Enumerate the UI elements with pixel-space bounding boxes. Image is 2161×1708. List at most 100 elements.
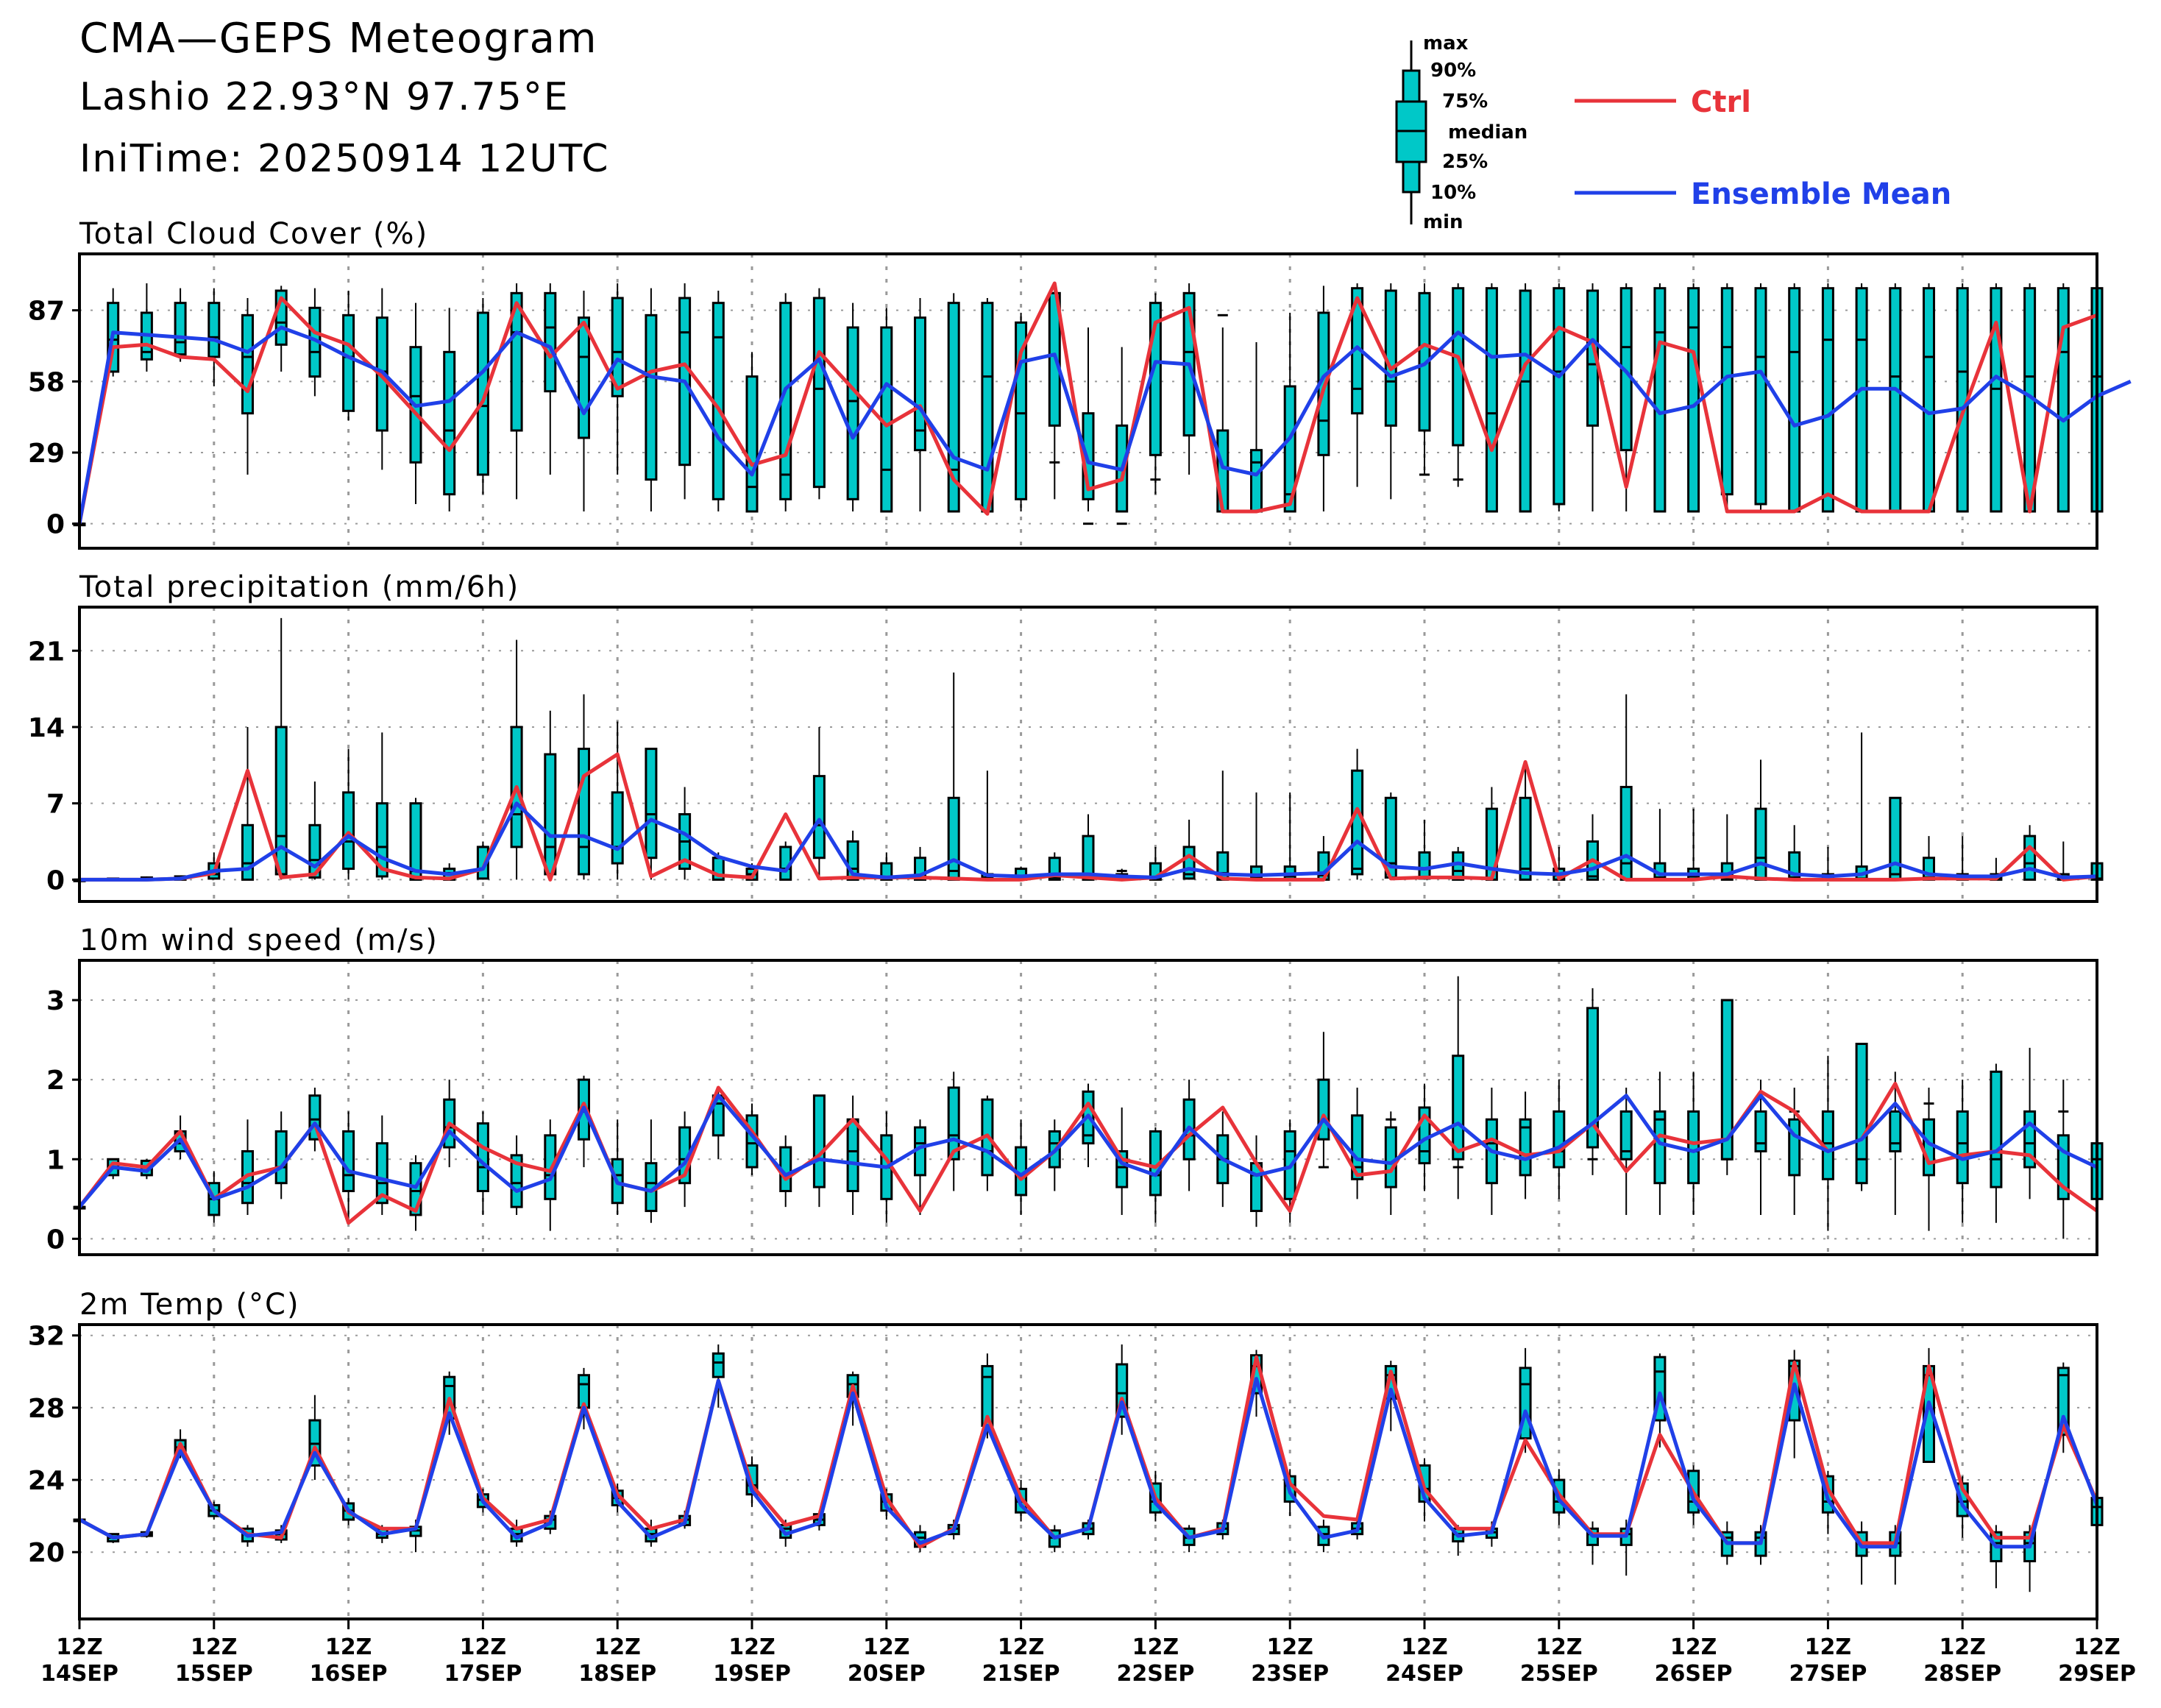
x-date-label: 22SEP: [1116, 1661, 1194, 1687]
box-plot: [409, 798, 422, 881]
ctrl-line: [77, 281, 2098, 525]
box-plot: [241, 1119, 254, 1215]
iqr-box: [1754, 287, 1767, 506]
box-plot: [174, 288, 187, 362]
box-plot: [1788, 283, 1801, 513]
panel-1: Total Cloud Cover (%) 0 29 58 87: [28, 217, 2132, 550]
legend-mean-label: Ensemble Mean: [1691, 177, 1951, 211]
box-plot: [645, 1119, 658, 1223]
box-plot: [745, 352, 759, 513]
iqr-box: [1619, 785, 1633, 881]
box-plot: [1619, 1087, 1633, 1215]
box-plot: [207, 288, 221, 386]
box-plot: [611, 1119, 624, 1215]
box-plot: [1855, 1521, 1868, 1585]
box-plot: [1082, 814, 1095, 881]
x-hour-label: 12Z: [998, 1634, 1045, 1660]
box-plot: [947, 672, 960, 881]
panel-frame: [78, 959, 2098, 1256]
panel-4: 2m Temp (°C) 20 24 28 32: [28, 1288, 2104, 1620]
y-tick-label: 58: [28, 367, 65, 397]
iqr-box: [443, 350, 456, 496]
iqr-box: [1452, 1055, 1465, 1160]
box-plot: [1923, 283, 1935, 513]
iqr-box: [745, 375, 759, 513]
box-plot: [1418, 819, 1431, 880]
box-plot: [1653, 809, 1667, 881]
box-plot: [1485, 787, 1498, 881]
box-plot: [1788, 1087, 1801, 1215]
iqr-box: [1754, 1110, 1767, 1152]
iqr-box: [1889, 796, 1902, 881]
legend-box-label: min: [1423, 211, 1463, 233]
iqr-box: [812, 775, 826, 860]
y-tick-label: 21: [28, 637, 65, 667]
x-date-label: 15SEP: [175, 1661, 253, 1687]
iqr-box: [241, 823, 254, 881]
x-date-label: 18SEP: [578, 1661, 656, 1687]
box-plot: [1519, 1347, 1532, 1453]
iqr-box: [342, 791, 355, 871]
box-plot: [1586, 988, 1599, 1175]
box-plot: [1553, 1080, 1566, 1200]
box-plot: [812, 1094, 826, 1208]
iqr-box: [1485, 287, 1498, 513]
box-plot: [1384, 283, 1397, 500]
box-plot: [578, 1367, 590, 1430]
box-plot: [1720, 283, 1734, 511]
iqr-box: [476, 311, 489, 476]
iqr-box: [544, 291, 557, 393]
iqr-box: [1351, 769, 1364, 876]
box-legend: max 90% 75% median 25% 10% min: [1395, 32, 1527, 233]
box-plot: [1889, 796, 1902, 881]
x-date-label: 23SEP: [1251, 1661, 1329, 1687]
box-plot: [678, 283, 692, 500]
x-axis: 12Z14SEP12Z15SEP12Z16SEP12Z17SEP12Z18SEP…: [40, 1619, 2136, 1687]
iqr-box: [611, 791, 624, 865]
box-plot: [1956, 283, 1969, 513]
box-plot: [880, 308, 893, 513]
iqr-box: [1250, 449, 1263, 513]
box-plot: [1418, 283, 1431, 476]
box-plot: [1990, 283, 2003, 513]
y-tick-label: 20: [28, 1538, 65, 1568]
ensemble-mean-line: [79, 801, 2098, 882]
box-plot: [846, 302, 859, 511]
chart-panels: Total Cloud Cover (%) 0 29 58 87 Total precip…: [28, 217, 2132, 1620]
y-tick-label: 0: [46, 865, 65, 896]
x-date-label: 27SEP: [1789, 1661, 1867, 1687]
iqr-box: [1855, 287, 1868, 513]
iqr-box: [1452, 851, 1465, 881]
box-plot: [947, 1071, 960, 1191]
iqr-box: [544, 753, 557, 876]
x-date-label: 17SEP: [444, 1661, 522, 1687]
box-plot: [1553, 283, 1566, 511]
iqr-box: [1855, 1043, 1868, 1185]
panel-frame: [78, 606, 2098, 903]
iqr-box: [578, 316, 590, 439]
iqr-box: [274, 726, 288, 876]
box-plot: [1619, 694, 1633, 881]
box-plot: [1956, 836, 1969, 881]
box-plot: [241, 726, 254, 881]
ensemble-mean-line: [77, 325, 2132, 525]
x-hour-label: 12Z: [1536, 1634, 1583, 1660]
box-plot: [510, 639, 523, 880]
legend-box-label: 90%: [1430, 60, 1476, 82]
box-plot: [1115, 347, 1129, 525]
x-hour-label: 12Z: [191, 1634, 238, 1660]
box-plot: [645, 748, 658, 880]
box-plot: [140, 283, 153, 372]
iqr-box: [1788, 1118, 1801, 1177]
x-date-label: 24SEP: [1385, 1661, 1463, 1687]
iqr-box: [1754, 807, 1767, 881]
box-plot: [308, 1087, 322, 1152]
box-plot: [274, 617, 288, 880]
x-hour-label: 12Z: [325, 1634, 372, 1660]
ensemble-mean-line: [78, 1094, 2098, 1208]
panel-title: 2m Temp (°C): [79, 1288, 300, 1322]
y-tick-label: 3: [46, 986, 65, 1016]
box-plot: [1452, 846, 1465, 881]
box-plot: [1082, 1083, 1095, 1168]
box-plot: [1283, 792, 1296, 881]
